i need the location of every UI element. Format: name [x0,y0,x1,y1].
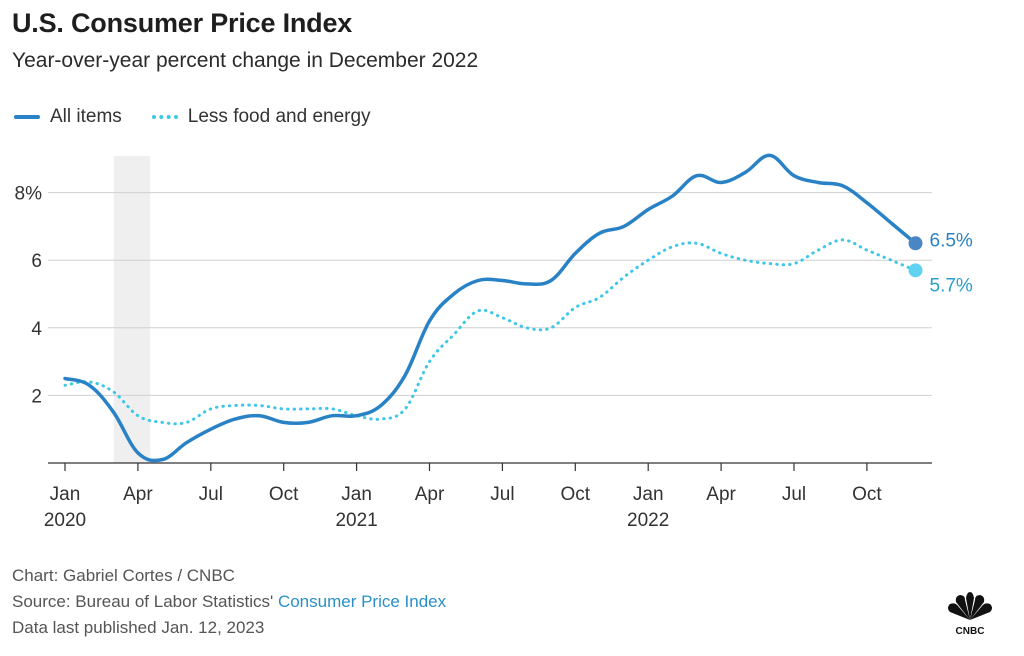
x-tick-label: Apr [415,484,445,505]
x-tick-label: Jul [199,484,223,505]
y-tick-label: 8% [15,184,43,205]
source-prefix: Source: Bureau of Labor Statistics' [12,592,274,611]
x-tick-label: Apr [706,484,736,505]
chart-credit: Chart: Gabriel Cortes / CNBC [12,566,235,585]
x-tick-year: 2021 [335,510,377,531]
legend-item-core: Less food and energy [151,106,371,128]
y-tick-label: 6 [31,251,42,272]
line-chart: 2 4 6 8% Jan 2020 Apr Jul Oct Jan 2021 Apr Jul Oct Jan… [15,153,973,531]
x-tick-label: Oct [269,484,299,505]
chart-legend: All items Less food and energy [14,106,401,128]
legend-label-all-items: All items [50,106,122,127]
x-tick-label: Jan [633,484,664,505]
source-link[interactable]: Consumer Price Index [277,592,447,611]
legend-label-core: Less food and energy [187,106,371,127]
x-tick-label: Jul [490,484,514,505]
chart-source: Source: Bureau of Labor Statistics' Cons… [12,592,446,612]
cnbc-logo-text: CNBC [956,626,985,636]
x-tick-label: Apr [123,484,153,505]
x-tick-label: Jan [50,484,81,505]
legend-item-all-items: All items [14,106,122,128]
cnbc-peacock-icon: CNBC [948,592,992,637]
x-tick-year: 2022 [627,510,669,531]
end-point-all-items [908,236,923,251]
x-tick-label: Jul [782,484,806,505]
series-line-all-items [63,153,918,463]
x-tick-label: Jan [341,484,372,505]
chart-subtitle: Year-over-year percent change in Decembe… [12,49,479,72]
x-tick-year: 2020 [44,510,86,531]
publish-date: Data last published Jan. 12, 2023 [12,618,265,637]
x-tick-label: Oct [852,484,882,505]
x-tick-label: Oct [561,484,591,505]
end-point-core [908,263,923,278]
end-label-core: 5.7% [930,275,973,296]
y-tick-label: 2 [31,386,42,407]
end-label-all-items: 6.5% [930,230,973,251]
y-tick-label: 4 [31,319,42,340]
legend-swatch-core [151,115,178,119]
cnbc-logo: CNBC [940,590,1000,641]
chart-title: U.S. Consumer Price Index [12,8,353,38]
series-line-core [63,238,917,426]
legend-swatch-all-items [14,115,40,119]
recession-shade [113,156,151,463]
